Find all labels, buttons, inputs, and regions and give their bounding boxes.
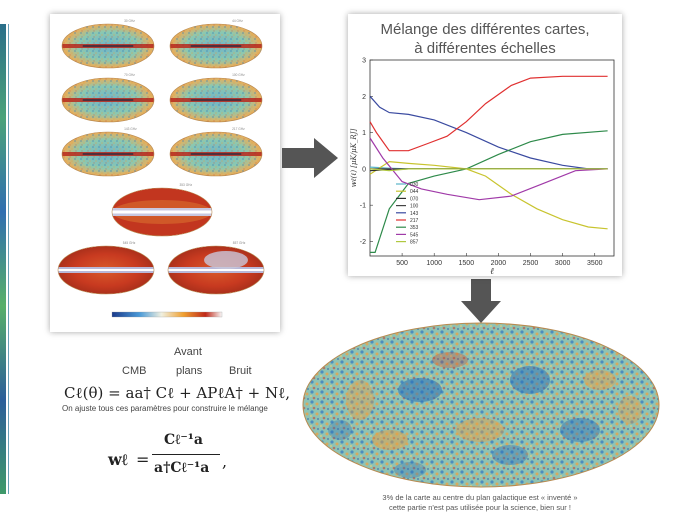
weights-comma: ,	[222, 452, 228, 471]
y-tick-label: 3	[362, 58, 366, 65]
map-anisotropy	[372, 430, 408, 450]
frequency-label: 70 GHz	[124, 73, 135, 77]
series-line-143	[369, 95, 608, 170]
frequency-map-44-ghz	[169, 23, 263, 69]
x-tick-label: 500	[396, 260, 408, 267]
x-tick-label: 3500	[587, 260, 603, 267]
legend-label-100: 100	[410, 204, 419, 210]
chart-title-line-1: Mélange des différentes cartes,	[380, 21, 590, 38]
final-cmb-map	[300, 320, 662, 490]
series-line-545	[369, 137, 608, 201]
legend-label-030: 030	[410, 182, 419, 188]
final-cmb-map-figure	[302, 322, 660, 488]
plot-area	[369, 59, 615, 257]
legend-label-044: 044	[410, 189, 419, 195]
map-anisotropy	[394, 462, 426, 478]
frequency-map-217-ghz	[169, 131, 263, 177]
y-tick-label: -1	[360, 203, 366, 210]
frequency-map-70-ghz	[61, 77, 155, 123]
series-line-353	[370, 130, 608, 253]
frequency-label: 143 GHz	[124, 127, 137, 131]
series-line-857	[369, 168, 608, 172]
weights-denominator: a†Cℓ⁻¹a	[154, 460, 210, 476]
series-line-217	[369, 75, 608, 152]
frequency-label: 100 GHz	[232, 73, 245, 77]
weights-equals: =	[136, 450, 150, 469]
map-anisotropy	[510, 366, 550, 394]
frequency-map-100-ghz	[169, 77, 263, 123]
caption-line-2: cette partie n'est pas utilisée pour la …	[389, 503, 571, 512]
fraction-bar	[152, 454, 220, 455]
map-caption: 3% de la carte au centre du plan galacti…	[330, 493, 630, 513]
map-anisotropy	[618, 396, 642, 424]
covariance-equation: Avant CMB plans Bruit Cℓ(θ) = aa† Cℓ + A…	[54, 346, 294, 416]
legend-label-143: 143	[410, 211, 419, 217]
y-tick-label: 1	[362, 130, 366, 137]
x-axis-label: ℓ	[490, 267, 494, 276]
chart-title-line-2: à différentes échelles	[414, 40, 556, 57]
map-anisotropy	[328, 420, 352, 440]
frequency-label: 857 GHz	[233, 241, 246, 245]
map-anisotropy	[584, 370, 616, 390]
weights-chart-panel: Mélange des différentes cartes, à différ…	[348, 14, 622, 276]
x-tick-label: 3000	[555, 260, 571, 267]
frequency-label: 30 GHz	[124, 19, 135, 23]
y-tick-label: 2	[362, 94, 366, 101]
frequency-map-857-ghz	[167, 245, 265, 295]
right-arrow-icon	[282, 138, 338, 178]
chart-title: Mélange des différentes cartes, à différ…	[348, 20, 622, 58]
map-anisotropy	[456, 418, 504, 442]
weights-numerator: Cℓ⁻¹a	[164, 432, 203, 448]
map-anisotropy	[432, 352, 468, 368]
map-anisotropy	[346, 380, 374, 420]
y-tick-label: -2	[360, 239, 366, 246]
legend-label-217: 217	[410, 218, 419, 224]
y-axis-label: wℓ(ℓ) [μK/μK_RJ]	[350, 129, 358, 188]
y-tick-label: 0	[362, 166, 366, 173]
x-tick-label: 1500	[459, 260, 475, 267]
frequency-maps-panel: 30 GHz 44 GHz 70 GHz 100 GHz 143 GHz 217 GHz 3…	[50, 14, 280, 332]
map-anisotropy	[560, 418, 600, 442]
map-anisotropy	[492, 445, 528, 465]
frequency-label: 217 GHz	[232, 127, 245, 131]
color-scale-bar	[111, 311, 223, 318]
x-tick-label: 2000	[491, 260, 507, 267]
x-tick-label: 2500	[523, 260, 539, 267]
x-tick-label: 1000	[426, 260, 442, 267]
map-anisotropy	[398, 378, 442, 402]
frequency-label: 353 GHz	[180, 183, 193, 187]
equation-note: On ajuste tous ces paramètres pour const…	[62, 404, 268, 413]
legend-label-857: 857	[410, 240, 419, 246]
series-line-044	[369, 160, 608, 230]
left-edge-line	[8, 24, 9, 494]
covariance-formula: Cℓ(θ) = aa† Cℓ + APℓA† + Nℓ,	[64, 384, 291, 402]
frequency-map-545-ghz	[57, 245, 155, 295]
frequency-map-353-ghz	[111, 187, 213, 237]
weights-lhs: wℓ	[108, 450, 128, 469]
frequency-maps-figure: 30 GHz 44 GHz 70 GHz 100 GHz 143 GHz 217 GHz 3…	[57, 19, 265, 318]
down-arrow-icon	[461, 279, 501, 323]
label-bruit: Bruit	[229, 365, 252, 377]
frequency-label: 545 GHz	[123, 241, 136, 245]
frequency-map-30-ghz	[61, 23, 155, 69]
legend-label-070: 070	[410, 196, 419, 202]
label-avant: Avant	[174, 346, 202, 358]
frequency-map-143-ghz	[61, 131, 155, 177]
caption-line-1: 3% de la carte au centre du plan galacti…	[382, 493, 578, 502]
legend-label-353: 353	[410, 225, 419, 231]
frequency-label: 44 GHz	[232, 19, 243, 23]
weights-equation: wℓ = Cℓ⁻¹a a†Cℓ⁻¹a ,	[108, 430, 248, 490]
label-cmb: CMB	[122, 365, 147, 377]
label-plans: plans	[176, 365, 203, 377]
left-edge-strip	[0, 24, 6, 494]
legend-label-545: 545	[410, 232, 419, 238]
